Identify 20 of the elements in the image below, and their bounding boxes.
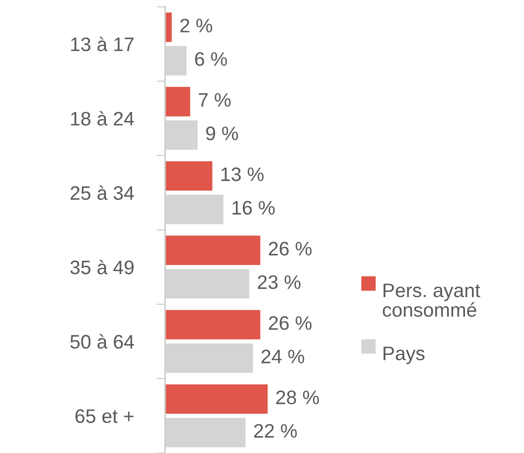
data-label: 2 % [180, 18, 212, 32]
data-label: 6 % [195, 52, 227, 66]
y-tick-label: 25 à 34 [70, 185, 134, 200]
data-label: 7 % [198, 93, 231, 107]
data-label: 24 % [262, 350, 304, 364]
data-label: 22 % [254, 424, 297, 438]
data-label: 26 % [268, 316, 312, 330]
y-tick-label: 35 à 49 [70, 260, 134, 274]
y-tick-label: 50 à 64 [70, 334, 134, 349]
data-label: 26 % [268, 242, 312, 256]
data-label: 9 % [206, 126, 238, 140]
y-tick-label: 13 à 17 [71, 36, 134, 52]
data-label: 28 % [276, 390, 319, 404]
data-label: 23 % [258, 275, 300, 290]
data-label: 16 % [232, 200, 275, 215]
data-label: 13 % [221, 167, 264, 182]
legend-label: Pers. ayant consommé [382, 284, 480, 317]
y-tick-label: 18 à 24 [71, 111, 134, 126]
legend-label: Pays [384, 346, 425, 364]
y-tick-label: 65 et + [75, 409, 134, 424]
